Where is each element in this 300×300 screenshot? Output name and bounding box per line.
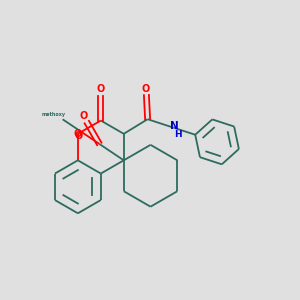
Text: methoxy: methoxy <box>41 112 65 117</box>
Text: O: O <box>80 112 88 122</box>
Text: N: N <box>169 121 178 131</box>
Text: H: H <box>174 130 182 140</box>
Text: O: O <box>74 129 82 139</box>
Text: O: O <box>74 131 83 141</box>
Text: O: O <box>142 84 150 94</box>
Text: O: O <box>97 84 105 94</box>
